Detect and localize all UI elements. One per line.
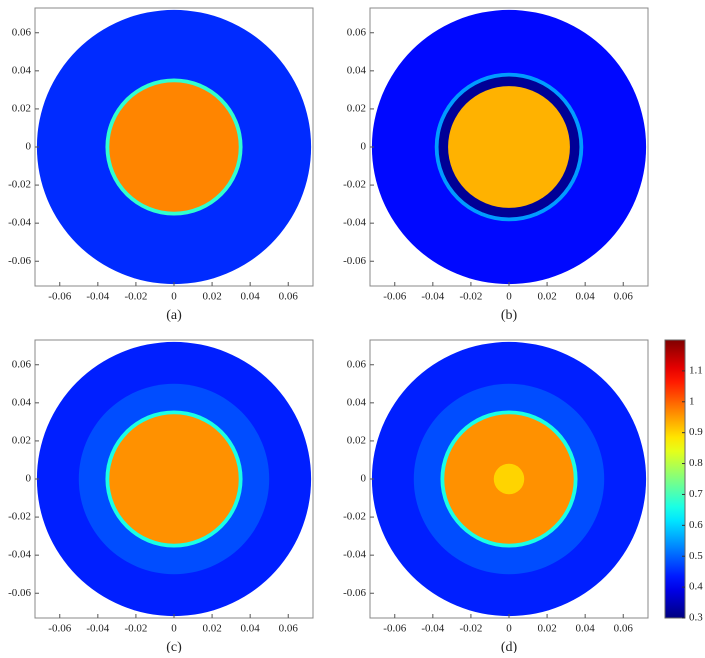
x-tick-label: -0.02: [124, 623, 147, 635]
y-tick-label: 0.04: [12, 396, 32, 408]
x-tick-label: -0.04: [86, 291, 109, 303]
x-tick-label: 0: [506, 291, 512, 303]
y-tick-label: -0.06: [343, 255, 366, 267]
x-tick-label: -0.04: [421, 623, 444, 635]
field-region: [109, 414, 239, 544]
colorbar-tick-label: 1: [689, 395, 695, 407]
y-tick-label: 0.06: [347, 358, 367, 370]
x-tick-label: 0.06: [279, 291, 299, 303]
colorbar-tick-label: 0.6: [689, 519, 703, 531]
y-tick-label: -0.04: [8, 549, 31, 561]
colorbar-tick-label: 0.5: [689, 550, 703, 562]
y-tick-label: 0.02: [347, 434, 366, 446]
x-tick-label: 0.02: [537, 623, 556, 635]
x-tick-label: 0.04: [241, 623, 261, 635]
x-tick-label: -0.06: [383, 291, 406, 303]
x-tick-label: 0: [506, 623, 512, 635]
x-tick-label: 0.06: [614, 291, 634, 303]
colorbar-tick-label: 0.4: [689, 581, 703, 593]
panel-caption: (a): [166, 308, 182, 323]
field-region: [493, 463, 525, 495]
y-tick-label: -0.02: [8, 511, 31, 523]
y-tick-label: 0.02: [12, 434, 31, 446]
y-tick-label: 0: [26, 141, 32, 153]
colorbar-tick-label: 1.1: [689, 364, 703, 376]
field-region: [448, 86, 570, 208]
x-tick-label: 0.02: [202, 291, 221, 303]
y-tick-label: -0.02: [343, 511, 366, 523]
field-region: [109, 82, 239, 212]
x-tick-label: 0.06: [279, 623, 299, 635]
x-tick-label: -0.06: [48, 623, 71, 635]
panel-caption: (d): [501, 640, 518, 653]
x-tick-label: 0.02: [537, 291, 556, 303]
y-tick-label: 0.02: [12, 102, 31, 114]
y-tick-label: 0.02: [347, 102, 366, 114]
y-tick-label: 0: [361, 473, 367, 485]
colorbar-tick-label: 0.8: [689, 457, 703, 469]
y-tick-label: -0.06: [8, 255, 31, 267]
x-tick-label: -0.06: [48, 291, 71, 303]
x-tick-label: -0.02: [124, 291, 147, 303]
x-tick-label: 0.02: [202, 623, 221, 635]
panel-caption: (c): [166, 640, 182, 653]
x-tick-label: -0.04: [86, 623, 109, 635]
y-tick-label: 0.06: [12, 358, 32, 370]
y-tick-label: 0.06: [347, 26, 367, 38]
x-tick-label: -0.02: [459, 623, 482, 635]
y-tick-label: 0.06: [12, 26, 32, 38]
y-tick-label: 0: [361, 141, 367, 153]
y-tick-label: 0.04: [347, 396, 367, 408]
x-tick-label: 0.04: [576, 291, 596, 303]
x-tick-label: 0: [171, 623, 177, 635]
panel-caption: (b): [501, 308, 518, 323]
colorbar: [664, 339, 686, 619]
x-tick-label: 0: [171, 291, 177, 303]
y-tick-label: -0.06: [343, 587, 366, 599]
y-tick-label: -0.04: [8, 217, 31, 229]
y-tick-label: 0.04: [347, 64, 367, 76]
x-tick-label: 0.04: [241, 291, 261, 303]
colorbar-tick-label: 0.9: [689, 426, 703, 438]
x-tick-label: 0.06: [614, 623, 634, 635]
y-tick-label: -0.02: [8, 179, 31, 191]
y-tick-label: -0.02: [343, 179, 366, 191]
colorbar-tick-label: 0.7: [689, 488, 703, 500]
x-tick-label: 0.04: [576, 623, 596, 635]
x-tick-label: -0.06: [383, 623, 406, 635]
y-tick-label: 0.04: [12, 64, 32, 76]
y-tick-label: -0.04: [343, 217, 366, 229]
y-tick-label: 0: [26, 473, 32, 485]
x-tick-label: -0.04: [421, 291, 444, 303]
x-tick-label: -0.02: [459, 291, 482, 303]
colorbar-tick-label: 0.3: [689, 612, 703, 624]
y-tick-label: -0.06: [8, 587, 31, 599]
y-tick-label: -0.04: [343, 549, 366, 561]
